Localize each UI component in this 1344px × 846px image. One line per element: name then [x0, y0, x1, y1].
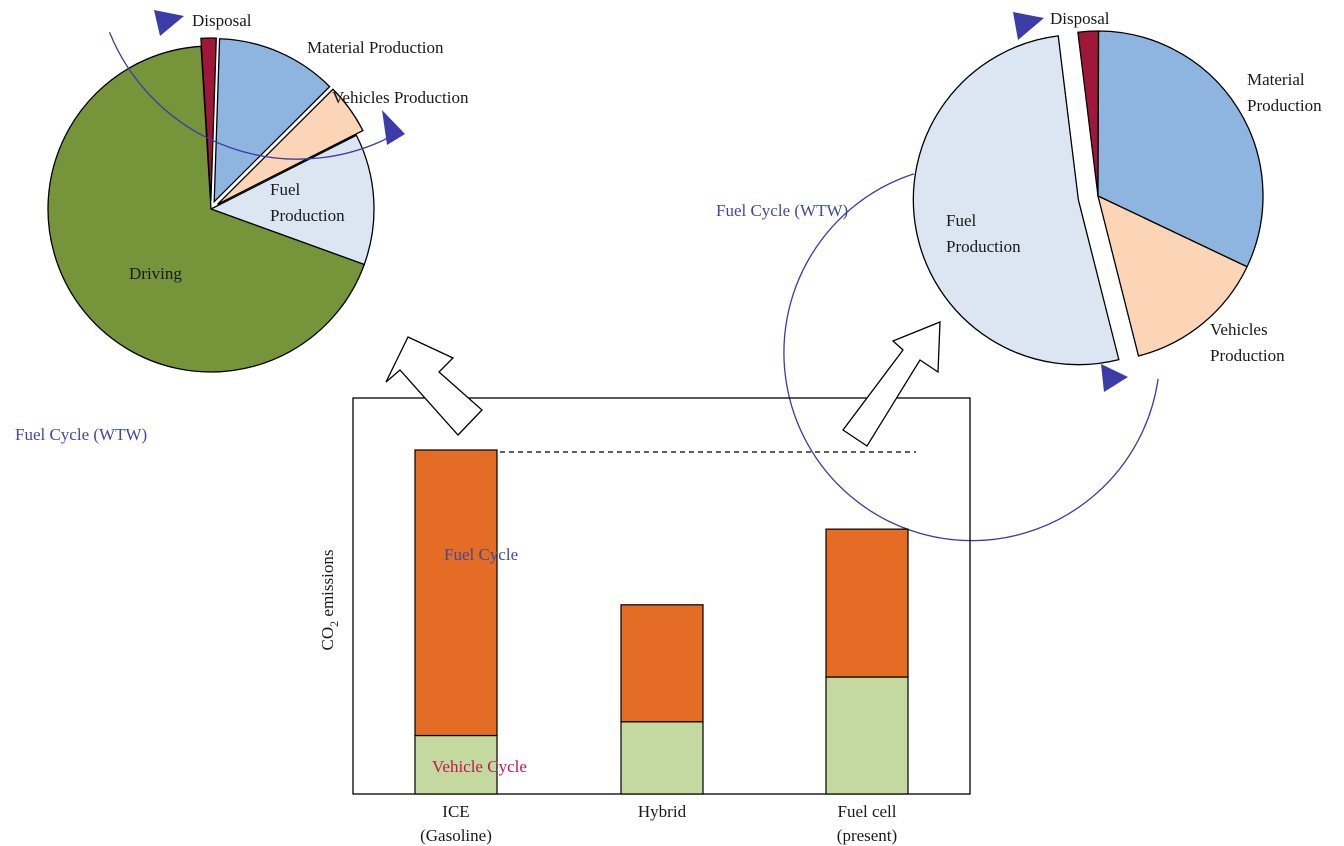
- x-tick-line: Fuel cell: [837, 802, 896, 821]
- x-tick-line: Hybrid: [638, 802, 687, 821]
- right-pie-slice-vehicles-production: [1097, 194, 1248, 357]
- left-cycle-arc: [108, 31, 400, 160]
- right-pie-slice-disposal: [1077, 30, 1100, 197]
- vehicle-cycle-series-label: Vehicle Cycle: [432, 757, 527, 776]
- bar-hybrid-fuel-cycle: [620, 604, 704, 723]
- left-pie-chart: [47, 37, 375, 373]
- left-fuel-label-line-0: Fuel: [270, 180, 301, 199]
- y-label-sub: 2: [327, 621, 341, 627]
- right-label-disposal: Disposal: [1050, 9, 1110, 28]
- right-vehicles-label-line-1: Production: [1210, 346, 1285, 365]
- right-pie-chart: [912, 30, 1264, 366]
- left-cycle-arrowhead-right: [382, 110, 405, 145]
- bar-ice-vehicle-cycle: [414, 734, 498, 795]
- right-material-label-line-1: Production: [1247, 96, 1322, 115]
- x-tick-fuel-cell: Fuel cell (present): [837, 802, 897, 845]
- left-label-material-production: Material Production: [307, 38, 444, 57]
- x-tick-hybrid: Hybrid: [638, 802, 687, 821]
- left-pie-slice-vehicles-production: [217, 88, 364, 205]
- right-label-material-production: Material Production: [1247, 70, 1322, 115]
- right-label-fuel-production: Fuel Production: [946, 211, 1021, 256]
- left-label-disposal: Disposal: [192, 11, 252, 30]
- x-tick-line: (present): [837, 826, 897, 845]
- fuel-cycle-series-label: Fuel Cycle: [444, 545, 518, 564]
- zoom-arrow-ice-to-left-pie: [385, 336, 483, 436]
- right-cycle-arc: [783, 173, 1159, 542]
- x-tick-line: ICE: [442, 802, 469, 821]
- x-tick-labels: ICE (Gasoline) Hybrid Fuel cell (present): [420, 802, 897, 845]
- right-pie-slice-material-production: [1097, 30, 1264, 268]
- left-fuel-cycle-label: Fuel Cycle (WTW): [15, 425, 147, 444]
- y-axis-label: CO2 emissions: [318, 550, 341, 651]
- bar-hybrid-vehicle-cycle: [620, 721, 704, 795]
- left-pie-slice-disposal: [200, 37, 217, 202]
- left-label-driving: Driving: [129, 264, 182, 283]
- x-tick-ice: ICE (Gasoline): [420, 802, 492, 845]
- x-tick-line: (Gasoline): [420, 826, 492, 845]
- bar-fuel-cell-vehicle-cycle: [825, 676, 909, 795]
- left-fuel-label-line-1: Production: [270, 206, 345, 225]
- right-vehicles-label-line-0: Vehicles: [1210, 320, 1268, 339]
- left-cycle-arrowhead-top: [154, 10, 184, 36]
- left-label-vehicles-production: Vehicles Production: [332, 88, 469, 107]
- right-cycle-arrowhead-top: [1013, 12, 1044, 40]
- stacked-bars: [414, 449, 909, 795]
- left-pie-slice-driving: [47, 45, 366, 373]
- y-label-rest: emissions: [318, 550, 337, 621]
- y-label-co: CO: [318, 627, 337, 651]
- right-material-label-line-0: Material: [1247, 70, 1305, 89]
- right-fuel-label-line-1: Production: [946, 237, 1021, 256]
- bar-fuel-cell-fuel-cycle: [825, 528, 909, 678]
- right-fuel-cycle-label: Fuel Cycle (WTW): [716, 201, 848, 220]
- right-fuel-label-line-0: Fuel: [946, 211, 977, 230]
- right-cycle-arrowhead-bottom: [1101, 364, 1128, 392]
- left-pie-slice-material-production: [213, 38, 331, 204]
- right-pie-slice-fuel-production: [912, 35, 1120, 366]
- left-label-fuel-production: Fuel Production: [270, 180, 345, 225]
- left-pie-slice-fuel-production: [209, 134, 375, 266]
- bar-ice-fuel-cycle: [414, 449, 498, 737]
- zoom-arrow-fuelcell-to-right-pie: [842, 321, 941, 447]
- right-label-vehicles-production: Vehicles Production: [1210, 320, 1285, 365]
